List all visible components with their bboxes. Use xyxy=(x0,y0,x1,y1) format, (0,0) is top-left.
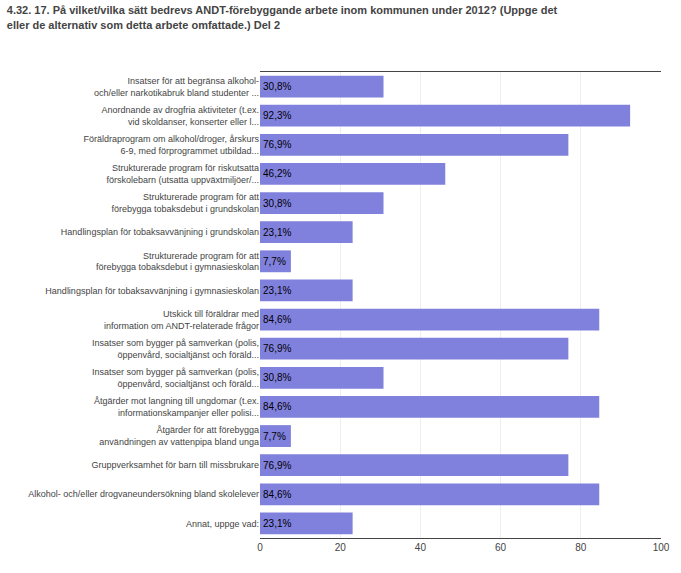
svg-text:Annat, uppge vad:: Annat, uppge vad: xyxy=(186,519,259,529)
svg-text:Insatser som bygger på samverk: Insatser som bygger på samverkan (polis,… xyxy=(92,367,259,389)
svg-text:20: 20 xyxy=(335,542,347,553)
svg-text:84,6%: 84,6% xyxy=(263,401,291,412)
svg-text:Insatser som bygger på samverk: Insatser som bygger på samverkan (polis,… xyxy=(92,338,259,360)
svg-text:7,7%: 7,7% xyxy=(263,256,286,267)
svg-text:Handlingsplan för tobaksavvänj: Handlingsplan för tobaksavvänjning i gru… xyxy=(61,227,259,237)
svg-text:84,6%: 84,6% xyxy=(263,314,291,325)
svg-text:84,6%: 84,6% xyxy=(263,489,291,500)
svg-text:0: 0 xyxy=(257,542,263,553)
svg-text:92,3%: 92,3% xyxy=(263,110,291,121)
svg-text:Föräldraprogram om alkohol/dro: Föräldraprogram om alkohol/droger, årsku… xyxy=(83,134,259,156)
svg-text:Handlingsplan för tobaksavvänj: Handlingsplan för tobaksavvänjning i gym… xyxy=(45,286,259,296)
svg-text:Strukturerade program för risk: Strukturerade program för riskutsattaför… xyxy=(106,163,259,185)
svg-text:Strukturerade program för attf: Strukturerade program för attförebygga t… xyxy=(111,192,259,214)
svg-text:7,7%: 7,7% xyxy=(263,431,286,442)
svg-text:Åtgärder för att förebyggaanvä: Åtgärder för att förebyggaanvändningen a… xyxy=(99,425,259,447)
svg-text:Åtgärder mot langning till ung: Åtgärder mot langning till ungdomar (t.e… xyxy=(94,396,259,418)
svg-text:30,8%: 30,8% xyxy=(263,81,291,92)
svg-text:4.32. 17. På vilket/vilka sätt: 4.32. 17. På vilket/vilka sätt bedrevs A… xyxy=(7,4,558,30)
svg-text:46,2%: 46,2% xyxy=(263,168,291,179)
svg-text:23,1%: 23,1% xyxy=(263,518,291,529)
svg-text:Alkohol- och/eller drogvaneund: Alkohol- och/eller drogvaneundersökning … xyxy=(28,489,259,499)
svg-text:30,8%: 30,8% xyxy=(263,372,291,383)
svg-text:60: 60 xyxy=(495,542,507,553)
svg-text:Gruppverksamhet för barn till: Gruppverksamhet för barn till missbrukar… xyxy=(91,460,259,470)
svg-text:23,1%: 23,1% xyxy=(263,227,291,238)
svg-text:Strukturerade program för attf: Strukturerade program för attförebygga t… xyxy=(96,251,260,273)
svg-text:30,8%: 30,8% xyxy=(263,198,291,209)
svg-text:Anordnande av drogfria aktivit: Anordnande av drogfria aktiviteter (t.ex… xyxy=(101,105,259,127)
svg-text:40: 40 xyxy=(415,542,427,553)
svg-text:76,9%: 76,9% xyxy=(263,343,291,354)
svg-text:80: 80 xyxy=(575,542,587,553)
svg-text:76,9%: 76,9% xyxy=(263,460,291,471)
svg-text:100: 100 xyxy=(653,542,670,553)
svg-text:76,9%: 76,9% xyxy=(263,139,291,150)
svg-text:Insatser för att begränsa alko: Insatser för att begränsa alkohol-och/el… xyxy=(94,76,259,98)
svg-text:23,1%: 23,1% xyxy=(263,285,291,296)
svg-text:Utskick till föräldrar medinfo: Utskick till föräldrar medinformation om… xyxy=(104,309,259,331)
